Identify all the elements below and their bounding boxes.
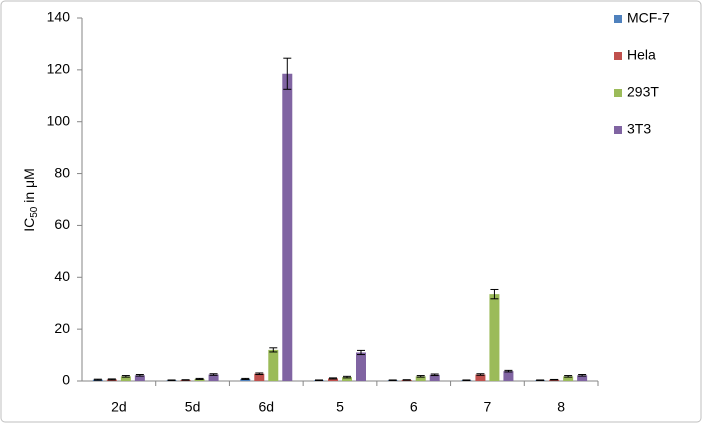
error-bar <box>181 379 190 381</box>
bar <box>503 371 514 381</box>
y-axis-label: IC50 in μM <box>21 168 40 232</box>
bar <box>134 375 145 381</box>
legend-swatch <box>614 15 622 23</box>
error-bar <box>329 377 337 380</box>
error-bar <box>167 379 176 381</box>
x-tick-label: 7 <box>484 399 492 415</box>
y-label-main: IC <box>21 218 37 232</box>
x-tick-label: 8 <box>557 399 565 415</box>
legend: MCF-7 Hela 293T 3T3 <box>614 10 670 137</box>
bar <box>577 375 588 381</box>
error-bar <box>107 378 116 381</box>
y-label-rest: in μM <box>21 168 37 206</box>
x-tick-label: 5 <box>336 399 344 415</box>
bar <box>328 378 338 381</box>
y-label-sub: 50 <box>29 206 40 218</box>
error-bar <box>578 374 587 377</box>
bar <box>429 374 440 381</box>
legend-swatch <box>614 89 622 97</box>
bar <box>356 352 366 381</box>
error-bar <box>195 377 204 380</box>
x-tick-label: 5d <box>185 399 201 415</box>
legend-label: 3T3 <box>627 121 651 137</box>
legend-label: MCF-7 <box>627 10 670 26</box>
bar <box>268 349 279 381</box>
y-tick-label: 120 <box>47 61 71 77</box>
y-tick-label: 100 <box>47 112 71 128</box>
error-bar <box>430 373 439 377</box>
error-bar <box>416 375 425 378</box>
y-tick-label: 40 <box>54 268 70 284</box>
bar <box>415 376 426 381</box>
error-bar <box>388 379 397 381</box>
error-bar <box>283 57 292 90</box>
error-bar <box>550 378 559 381</box>
error-bar <box>504 369 513 373</box>
error-bar <box>121 375 130 378</box>
error-bar <box>135 374 144 377</box>
bar <box>240 378 251 381</box>
y-tick-label: 0 <box>62 372 70 388</box>
bar <box>342 377 352 381</box>
error-bar <box>402 379 411 381</box>
x-tick-label: 6d <box>258 399 274 415</box>
bar <box>120 376 131 381</box>
y-tick-label: 80 <box>54 164 70 180</box>
error-bar <box>241 377 250 380</box>
legend-swatch <box>614 126 622 134</box>
error-bar <box>209 373 218 376</box>
error-bar <box>476 373 485 376</box>
error-bar <box>93 378 102 381</box>
bar <box>563 376 574 381</box>
error-bar <box>357 349 365 356</box>
y-tick-label: 140 <box>47 9 71 25</box>
bar <box>254 373 265 381</box>
x-tick-label: 2d <box>111 399 127 415</box>
bar <box>282 73 293 381</box>
y-tick-label: 20 <box>54 320 70 336</box>
bar <box>475 374 486 381</box>
error-bar <box>255 372 264 376</box>
error-bar <box>343 375 351 379</box>
x-tick-label: 6 <box>410 399 418 415</box>
bar <box>208 374 219 381</box>
bar <box>489 294 500 381</box>
legend-swatch <box>614 52 622 60</box>
bar <box>194 378 205 381</box>
error-bar <box>536 379 545 381</box>
legend-label: 293T <box>627 84 659 100</box>
error-bar <box>462 379 471 381</box>
y-tick-label: 60 <box>54 216 70 232</box>
error-bar <box>564 375 573 378</box>
legend-label: Hela <box>627 47 656 63</box>
error-bar <box>315 379 323 381</box>
error-bar <box>269 347 278 353</box>
error-bar <box>490 288 499 300</box>
